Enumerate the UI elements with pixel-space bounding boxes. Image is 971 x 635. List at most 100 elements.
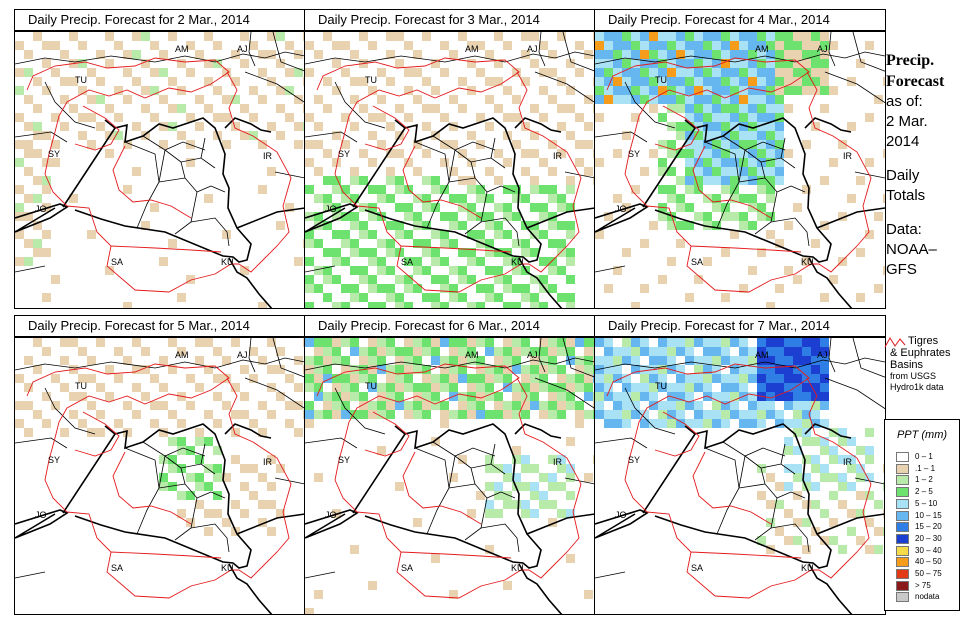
country-borders	[15, 423, 305, 614]
country-label: JO	[325, 510, 337, 520]
panel-title: Daily Precip. Forecast for 6 Mar., 2014	[304, 315, 596, 337]
country-label: AM	[755, 350, 769, 360]
legend-swatch	[896, 522, 909, 533]
basin-legend: Tigres & Euphrates Basins from USGS Hydr…	[884, 335, 970, 393]
legend-swatch	[896, 533, 909, 544]
legend-label: > 75	[915, 580, 931, 590]
country-label: SY	[628, 455, 640, 465]
country-label: JO	[35, 510, 47, 520]
basin-boundary	[316, 57, 582, 293]
map-svg: AM AJ TU SY IR JO SA KU	[15, 338, 305, 614]
legend-swatch	[896, 475, 909, 486]
legend-swatch	[896, 510, 909, 521]
country-label: KU	[221, 563, 234, 573]
country-label: KU	[511, 563, 524, 573]
precip-map: AM AJ TU SY IR JO SA KU	[594, 31, 886, 309]
country-label: IR	[263, 457, 273, 467]
country-label: SY	[48, 149, 60, 159]
country-borders	[305, 423, 595, 614]
legend-label: 50 – 75	[915, 569, 942, 578]
legend-label: 15 – 20	[915, 522, 942, 532]
legend-swatch	[896, 580, 909, 591]
legend-label: 30 – 40	[915, 545, 942, 555]
province-borders	[704, 441, 810, 553]
basin-boundary	[606, 57, 872, 293]
coastline	[305, 32, 595, 273]
precip-map: AM AJ TU SY IR JO SA KU	[304, 337, 596, 615]
country-label: AM	[175, 350, 189, 360]
legend-label: .1 – 1	[915, 463, 936, 473]
country-label: JO	[615, 204, 627, 214]
country-label: SY	[48, 455, 60, 465]
country-label: AJ	[237, 350, 248, 360]
country-label: AM	[175, 44, 189, 54]
country-label: SY	[338, 455, 350, 465]
legend-label: 0 – 1	[915, 452, 933, 461]
coastline	[305, 338, 595, 579]
basin-label: & Euphrates	[890, 347, 951, 359]
country-label: AJ	[527, 44, 538, 54]
sidebar-info: Precip. Forecast as of: 2 Mar. 2014 Dail…	[886, 50, 968, 280]
precip-grid	[15, 338, 305, 536]
basin-source: from USGS	[890, 371, 937, 381]
forecast-panel-day2: Daily Precip. Forecast for 3 Mar., 2014 …	[304, 9, 596, 309]
sidebar-title: Forecast	[886, 73, 945, 90]
panel-title: Daily Precip. Forecast for 7 Mar., 2014	[594, 315, 886, 337]
province-borders	[414, 441, 520, 553]
panel-title: Daily Precip. Forecast for 2 Mar., 2014	[14, 9, 306, 31]
country-label: AM	[465, 44, 479, 54]
precip-map: AM AJ TU SY IR JO SA KU	[14, 337, 306, 615]
panel-title: Daily Precip. Forecast for 5 Mar., 2014	[14, 315, 306, 337]
legend-swatch	[896, 463, 909, 474]
country-borders	[305, 117, 595, 308]
totals-label: Totals	[886, 187, 926, 204]
country-label: IR	[263, 151, 273, 161]
precip-grid	[595, 32, 885, 308]
country-borders	[595, 117, 885, 308]
country-borders	[595, 423, 885, 614]
totals-label: Daily	[886, 167, 920, 184]
legend-label: nodata	[915, 592, 940, 602]
legend-swatch	[896, 498, 909, 509]
basin-line-icon	[884, 337, 906, 348]
country-label: KU	[801, 563, 814, 573]
precip-map: AM AJ TU SY IR JO SA KU	[14, 31, 306, 309]
country-label: SY	[628, 149, 640, 159]
legend-swatch	[896, 452, 909, 462]
coastline	[15, 338, 305, 579]
country-label: TU	[655, 381, 667, 391]
precip-grid	[15, 32, 305, 308]
data-source: GFS	[886, 261, 917, 278]
country-label: AJ	[527, 350, 538, 360]
sidebar-title: Precip.	[886, 52, 935, 69]
country-label: IR	[843, 151, 853, 161]
precip-map: AM AJ TU SY IR JO SA KU	[304, 31, 596, 309]
country-label: JO	[325, 204, 337, 214]
country-label: SA	[691, 563, 703, 573]
province-borders	[414, 135, 520, 247]
forecast-panel-day1: Daily Precip. Forecast for 2 Mar., 2014 …	[14, 9, 306, 309]
country-label: IR	[843, 457, 853, 467]
map-svg: AM AJ TU SY IR JO SA KU	[305, 32, 595, 308]
legend-title: PPT (mm)	[896, 429, 948, 441]
country-label: KU	[801, 257, 814, 267]
country-label: SA	[401, 257, 413, 267]
country-label: JO	[35, 204, 47, 214]
forecast-panel-day6: Daily Precip. Forecast for 7 Mar., 2014 …	[594, 315, 886, 615]
province-borders	[124, 135, 230, 247]
country-label: KU	[511, 257, 524, 267]
country-label: AJ	[817, 350, 828, 360]
basin-label: Tigres	[908, 335, 939, 347]
country-label: SY	[338, 149, 350, 159]
country-label: AM	[755, 44, 769, 54]
country-borders	[15, 117, 305, 308]
country-label: TU	[365, 381, 377, 391]
as-of-year: 2014	[886, 133, 920, 150]
coastline	[15, 32, 305, 273]
as-of-label: as of:	[886, 93, 923, 110]
data-source: Data:	[886, 221, 922, 238]
legend-swatch	[896, 557, 909, 568]
country-label: AJ	[817, 44, 828, 54]
map-svg: AM AJ TU SY IR JO SA KU	[595, 338, 885, 614]
